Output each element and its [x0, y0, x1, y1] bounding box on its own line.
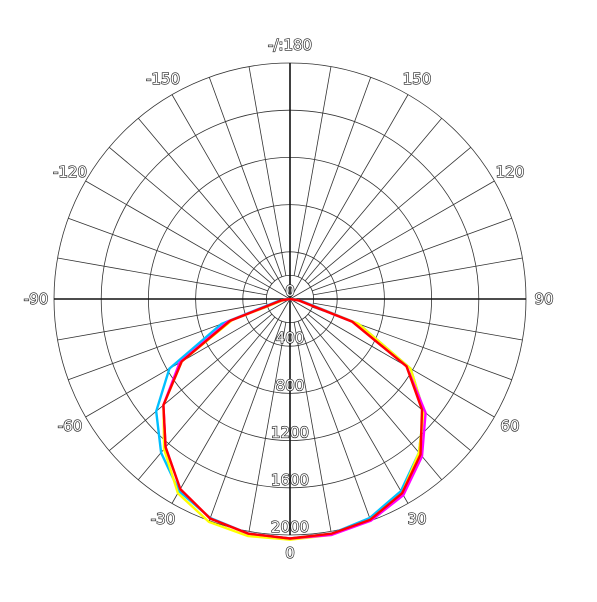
- grid-spoke: [307, 146, 472, 285]
- grid-spoke: [68, 217, 268, 292]
- grid-spoke: [307, 313, 472, 452]
- angle-label: 0: [285, 544, 295, 562]
- radial-tick-label: 1600: [271, 471, 309, 489]
- grid-spoke: [289, 94, 409, 300]
- angle-label: 90: [534, 290, 553, 308]
- grid-spoke: [248, 66, 287, 276]
- grid-spoke: [297, 321, 372, 521]
- grid-spoke: [293, 322, 332, 532]
- angle-label: -120: [53, 163, 87, 181]
- grid-spoke: [171, 298, 291, 504]
- grid-spoke: [208, 321, 283, 521]
- grid-spoke: [313, 257, 523, 296]
- polar-grid: [53, 62, 527, 536]
- grid-spoke: [313, 302, 523, 341]
- angle-label: 120: [496, 163, 525, 181]
- grid-spoke: [304, 117, 443, 282]
- grid-spoke: [57, 302, 267, 341]
- radial-tick-label: 0: [285, 282, 295, 300]
- angle-label: -90: [24, 290, 49, 308]
- grid-spoke: [171, 94, 291, 300]
- grid-spoke: [108, 313, 273, 452]
- grid-spoke: [85, 180, 291, 300]
- grid-spoke: [57, 257, 267, 296]
- angle-label: -60: [58, 417, 83, 435]
- angle-label: -30: [151, 510, 176, 528]
- grid-spoke: [289, 180, 495, 300]
- radial-tick-label: 2000: [271, 518, 309, 536]
- angle-label: 60: [500, 417, 519, 435]
- grid-spoke: [297, 77, 372, 277]
- radial-tick-label: 400: [276, 329, 305, 347]
- series-layer: [155, 297, 427, 541]
- angle-label: 30: [407, 510, 426, 528]
- radial-tick-label: 1200: [271, 424, 309, 442]
- angle-label: 150: [403, 70, 432, 88]
- angle-label: -/:180: [268, 36, 312, 54]
- series-4-curve: [162, 297, 424, 540]
- grid-spoke: [208, 77, 283, 277]
- grid-spoke: [293, 66, 332, 276]
- grid-spoke: [289, 298, 495, 418]
- grid-spoke: [312, 217, 512, 292]
- label-layer: 0 30 60 90 120 150 -/:180 -150 -120 -90 -60 -30 0 400…: [23, 35, 554, 562]
- grid-spoke: [289, 298, 409, 504]
- angle-label: -150: [146, 70, 180, 88]
- grid-spoke: [248, 322, 287, 532]
- radial-tick-label: 800: [276, 376, 305, 394]
- grid-spoke: [137, 117, 276, 282]
- grid-spoke: [108, 146, 273, 285]
